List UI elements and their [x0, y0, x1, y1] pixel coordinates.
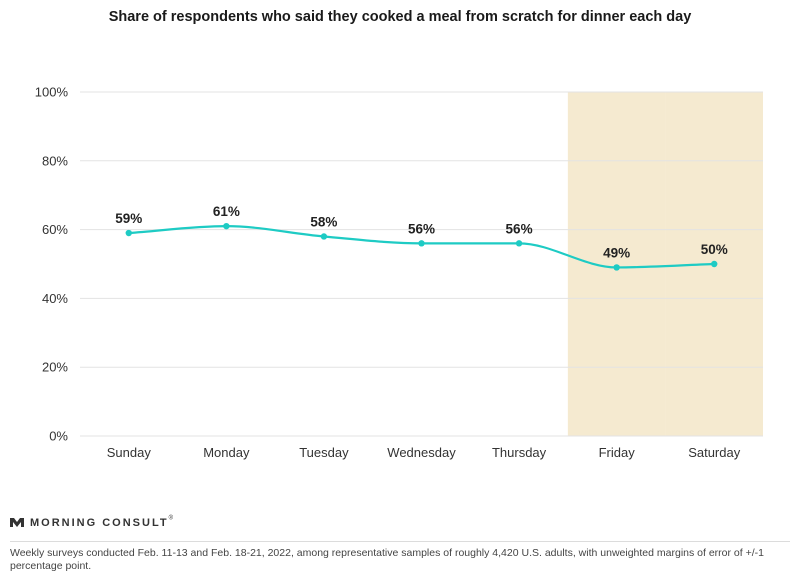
- x-tick-label: Thursday: [492, 445, 547, 460]
- data-point: [418, 240, 425, 247]
- x-tick-label: Tuesday: [299, 445, 349, 460]
- y-tick-label: 80%: [42, 153, 68, 168]
- data-point: [125, 229, 132, 237]
- y-tick-label: 60%: [42, 222, 68, 237]
- x-tick-label: Saturday: [688, 445, 741, 460]
- data-label: 59%: [115, 211, 142, 226]
- y-tick-label: 0%: [49, 429, 68, 444]
- data-label: 58%: [310, 214, 337, 229]
- line-chart: 0% 20% 40% 60% 80% 100% Sunday Monday Tuesday Wed…: [35, 85, 763, 460]
- data-point: [320, 233, 328, 240]
- data-label: 61%: [213, 204, 240, 219]
- y-tick-label: 40%: [42, 291, 68, 306]
- footnote: Weekly surveys conducted Feb. 11-13 and …: [10, 547, 764, 572]
- chart-title: Share of respondents who said they cooke…: [108, 9, 692, 25]
- data-label: 50%: [701, 242, 728, 257]
- brand-logo: MORNING CONSULT®: [10, 513, 173, 531]
- data-point: [223, 222, 230, 230]
- x-tick-label: Wednesday: [387, 445, 456, 460]
- y-tick-label: 100%: [35, 85, 69, 100]
- x-tick-label: Monday: [203, 445, 250, 460]
- x-tick-label: Friday: [599, 445, 636, 460]
- brand-name: MORNING CONSULT: [30, 517, 169, 529]
- data-point: [613, 264, 620, 271]
- data-point: [711, 260, 718, 268]
- data-label: 56%: [408, 221, 435, 236]
- data-label: 49%: [603, 245, 630, 260]
- morning-consult-logo-icon: [10, 517, 24, 527]
- weekend-highlight-friday: [567, 92, 666, 436]
- y-tick-label: 20%: [42, 360, 68, 375]
- x-tick-label: Sunday: [107, 445, 152, 460]
- data-label: 56%: [506, 221, 533, 236]
- footer-divider: [10, 541, 790, 542]
- brand-trademark: ®: [168, 515, 173, 522]
- data-point: [515, 240, 523, 247]
